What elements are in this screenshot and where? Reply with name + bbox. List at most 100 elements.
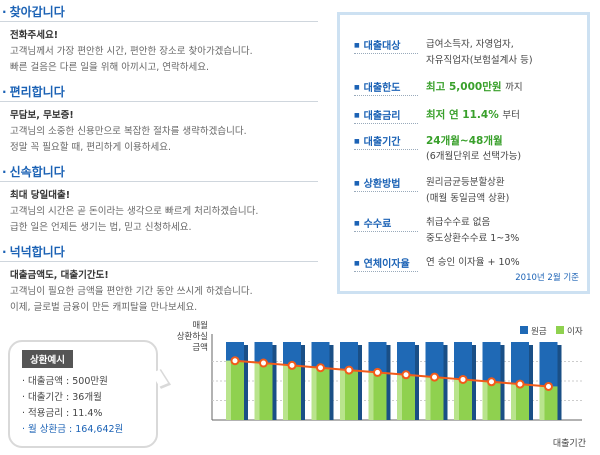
info-value-box: 24개월~48개월 (6개월단위로 선택가능): [426, 133, 586, 165]
section-body: 대출금액도, 대출기간도! 고객님이 필요한 금액을 편안한 기간 동안 쓰시게 …: [0, 262, 318, 316]
section-line: 빠른 걸음은 다른 일을 위해 아끼시고, 연락하세요.: [10, 62, 209, 73]
bar-principal: [226, 342, 244, 361]
bar-side: [529, 345, 533, 420]
section-lead: 대출금액도, 대출기간도!: [10, 270, 109, 281]
trend-point: [344, 365, 354, 375]
bar-side: [244, 345, 248, 420]
section-line: 정말 꼭 필요할 때, 편리하게 이용하세요.: [10, 142, 171, 153]
section-body: 무담보, 무보증! 고객님의 소중한 신용만으로 복잡한 절차를 생략하겠습니다.…: [0, 102, 318, 156]
info-sub: 중도상환수수료 1~3%: [426, 233, 520, 244]
info-value-box: 취급수수료 없음 중도상환수수료 1~3%: [426, 215, 586, 247]
section-line: 급한 일은 언제든 생기는 법, 믿고 신청하세요.: [10, 222, 192, 233]
info-date: 2010년 2월 기준: [515, 273, 579, 283]
section-title-text: 신속합니다: [9, 165, 65, 179]
bullet-icon: ·: [2, 245, 7, 259]
info-value: 연 승인 이자율 + 10%: [426, 257, 520, 268]
bar-side: [557, 345, 562, 420]
example-item-rate: · 적용금리 : 11.4%: [22, 408, 103, 419]
section-lead: 최대 당일대출!: [10, 190, 71, 201]
trend-point: [430, 372, 439, 382]
section-body: 최대 당일대출! 고객님의 시간은 곧 돈이라는 생각으로 빠르게 처리하겠습니다…: [0, 182, 318, 236]
bar-interest-highlight: [539, 386, 545, 420]
info-sub: (매월 동일금액 상환): [426, 193, 510, 204]
section-lead: 무담보, 무보증!: [10, 110, 74, 121]
bar-side: [415, 345, 419, 420]
section-line: 고객님의 소중한 신용만으로 복잡한 절차를 생략하겠습니다.: [10, 126, 247, 137]
bar-principal: [511, 342, 529, 385]
info-value: 최고 5,000만원: [426, 81, 502, 93]
info-value: 24개월~48개월: [426, 135, 503, 147]
bullet-icon: ·: [2, 5, 7, 19]
bar-side: [443, 345, 448, 420]
example-item-amount: · 대출금액 : 500만원: [22, 376, 108, 387]
section-title: · 편리합니다: [0, 83, 318, 102]
bar-interest-highlight: [311, 367, 317, 420]
bar-interest-highlight: [482, 381, 488, 420]
info-sub: 까지: [505, 82, 523, 93]
bullet-icon: ·: [2, 165, 7, 179]
info-label: 수수료: [354, 215, 418, 232]
section-title-text: 넉넉합니다: [9, 245, 65, 259]
example-item-term: · 대출기간 : 36개월: [22, 392, 102, 403]
info-value-box: 원리금균등분할상환 (매월 동일금액 상환): [426, 175, 586, 207]
legend-label-principal: 원금: [531, 327, 547, 337]
info-label: 대출대상: [354, 37, 418, 54]
legend-label-interest: 이자: [567, 326, 583, 337]
bullet-icon: ·: [2, 85, 7, 99]
bar-interest-highlight: [340, 370, 345, 420]
feature-section: · 찾아갑니다 전화주세요! 고객님께서 가장 편안한 시간, 편안한 장소로 찾아가…: [0, 3, 318, 76]
y-axis-label: 매월: [192, 320, 208, 331]
bar-side: [301, 345, 305, 420]
info-label: 대출한도: [354, 79, 418, 96]
bar-principal: [311, 342, 330, 368]
trend-point: [230, 356, 240, 366]
trend-point: [515, 379, 525, 389]
bar-interest-highlight: [511, 384, 516, 420]
repayment-example-list: · 대출금액 : 500만원 · 대출기간 : 36개월 · 적용금리 : 11…: [22, 374, 123, 438]
section-body: 전화주세요! 고객님께서 가장 편안한 시간, 편안한 장소로 찾아가겠습니다. 빠…: [0, 22, 318, 76]
section-title-text: 편리합니다: [9, 85, 65, 99]
bar-principal: [340, 342, 358, 371]
bar-principal: [425, 342, 444, 378]
info-value: 최저 연 11.4%: [426, 109, 499, 121]
bar-interest-highlight: [283, 365, 288, 420]
bar-principal: [454, 342, 472, 380]
trend-point: [458, 374, 468, 384]
trend-point: [373, 367, 382, 377]
info-label: 상환방법: [354, 175, 418, 192]
section-line: 고객님의 시간은 곧 돈이라는 생각으로 빠르게 처리하겠습니다.: [10, 206, 259, 217]
section-lead: 전화주세요!: [10, 30, 59, 41]
trend-point: [287, 360, 297, 370]
info-sub: 부터: [502, 110, 520, 121]
bar-side: [272, 345, 277, 420]
bar-interest-highlight: [226, 360, 231, 420]
x-axis-label: 대출기간: [553, 438, 586, 449]
info-sub: (6개월단위로 선택가능): [426, 151, 522, 162]
info-value-box: 급여소득자, 자영업자, 자유직업자(보험설계사 등): [426, 37, 586, 69]
trend-point: [259, 358, 268, 368]
bar-principal: [539, 342, 558, 387]
section-title: · 넉넉합니다: [0, 243, 318, 262]
info-label: 대출금리: [354, 107, 418, 124]
bar-principal: [368, 342, 387, 373]
bar-interest-highlight: [425, 377, 431, 420]
info-label: 대출기간: [354, 133, 418, 150]
trend-point: [544, 381, 553, 391]
section-line: 이제, 글로벌 금융이 만든 캐피탈을 만나보세요.: [10, 302, 198, 313]
legend-swatch-interest: [556, 326, 564, 334]
bar-side: [386, 345, 391, 420]
bar-interest-highlight: [368, 372, 374, 420]
section-line: 고객님이 필요한 금액을 편안한 기간 동안 쓰시게 하겠습니다.: [10, 286, 253, 297]
bar-side: [329, 345, 334, 420]
y-axis-label: 금액: [192, 342, 208, 353]
info-value: 급여소득자, 자영업자,: [426, 39, 514, 50]
bar-principal: [397, 342, 415, 375]
info-value: 원리금균등분할상환: [426, 177, 505, 188]
info-value-box: 최저 연 11.4% 부터: [426, 107, 586, 124]
bar-side: [472, 345, 476, 420]
section-title: · 신속합니다: [0, 163, 318, 182]
